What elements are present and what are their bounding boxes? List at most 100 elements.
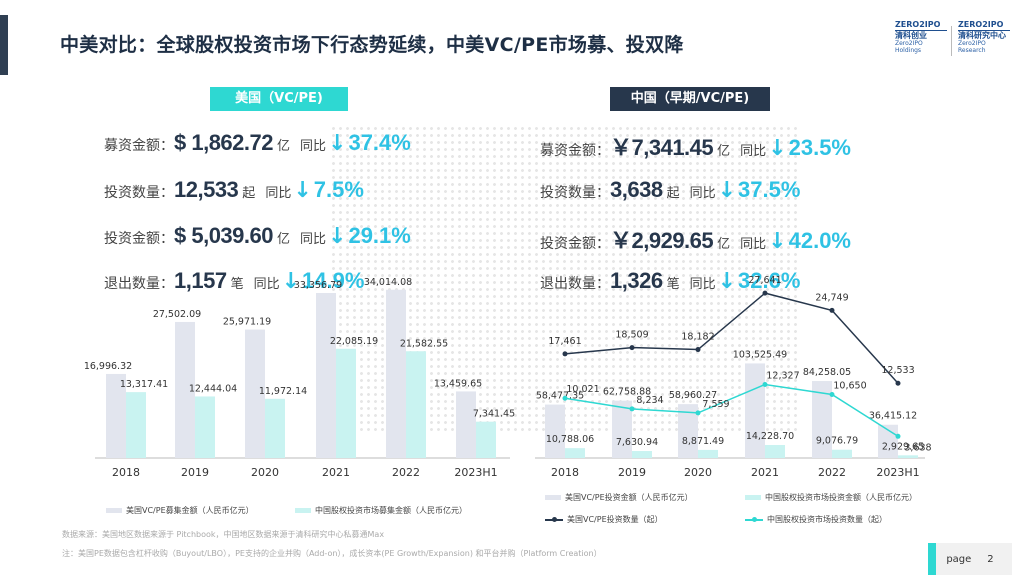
cn-kpi-unit: 亿 bbox=[717, 237, 731, 252]
chart1-data-label: 34,014.08 bbox=[364, 277, 412, 288]
chart1-bar bbox=[175, 321, 195, 458]
chart2-bar-label: 14,228.70 bbox=[746, 431, 794, 442]
chart2-line-point bbox=[562, 351, 568, 357]
chart2-line-label: 12,327 bbox=[766, 370, 799, 381]
cn-section-tag: 中国（早期/VC/PE) bbox=[610, 87, 770, 111]
chart2-bar-label: 36,415.12 bbox=[869, 411, 917, 422]
legend-cn-invest-amount: 中国股权投资市场投资金额（人民币亿元） bbox=[745, 492, 917, 503]
down-arrow-icon: ↓ bbox=[293, 178, 312, 203]
chart2-bar bbox=[612, 400, 632, 458]
cn-kpi-value: ￥7,341.45 bbox=[610, 135, 714, 160]
chart2-line-label: 18,182 bbox=[681, 332, 714, 343]
page-title: 中美对比：全球股权投资市场下行态势延续，中美VC/PE市场募、投双降 bbox=[60, 34, 684, 56]
chart2-bar-label: 8,871.49 bbox=[682, 436, 724, 447]
cn-kpi-value: 1,326 bbox=[610, 268, 663, 293]
chart2-bar bbox=[832, 449, 852, 458]
cn-kpi-row: 投资金额： ￥2,929.65 亿同比 ↓ 42.0% bbox=[540, 223, 851, 255]
chart1-data-label: 33,356.79 bbox=[294, 280, 342, 291]
chart2-line-label: 7,559 bbox=[702, 399, 729, 410]
us-kpi-yoy-label: 同比 bbox=[253, 277, 280, 292]
us-kpi-pct: 14.9% bbox=[302, 268, 365, 293]
chart1-data-label: 12,444.04 bbox=[189, 383, 237, 394]
page-label: page bbox=[946, 553, 972, 565]
remark-note: 注：美国PE数据包含杠杆收购（Buyout/LBO），PE支持的企业并购（Add… bbox=[62, 549, 602, 558]
cn-kpi-row: 投资数量： 3,638 起同比 ↓ 37.5% bbox=[540, 177, 800, 203]
cn-kpi-unit: 起 bbox=[666, 186, 680, 201]
us-kpi-value: $ 1,862.72 bbox=[174, 130, 273, 155]
chart1-data-label: 21,582.55 bbox=[400, 338, 448, 349]
chart1-data-label: 11,972.14 bbox=[259, 386, 307, 397]
chart1-x-tick: 2022 bbox=[392, 466, 420, 479]
chart2-bar bbox=[898, 455, 918, 458]
chart2-line-point bbox=[829, 307, 835, 313]
chart1-bar bbox=[245, 329, 265, 458]
us-kpi-unit: 笔 bbox=[230, 277, 244, 292]
chart2-line-point bbox=[695, 347, 701, 353]
chart1-data-label: 13,317.41 bbox=[120, 379, 168, 390]
legend-us-invest-amount: 美国VC/PE投资金额（人民币亿元） bbox=[545, 492, 693, 503]
us-kpi-pct: 7.5% bbox=[313, 177, 364, 202]
chart2-bar-label: 58,960.27 bbox=[669, 390, 717, 401]
us-kpi-unit: 亿 bbox=[276, 232, 290, 247]
chart1-bar bbox=[336, 348, 356, 458]
chart1-bar bbox=[195, 396, 215, 458]
chart1-x-tick: 2020 bbox=[251, 466, 279, 479]
chart2-bar bbox=[565, 448, 585, 458]
chart2-series-line bbox=[564, 292, 899, 384]
us-kpi-label: 投资金额： bbox=[104, 231, 174, 247]
us-kpi-row: 募资金额： $ 1,862.72 亿同比 ↓ 37.4% bbox=[104, 130, 411, 156]
data-source-note: 数据来源：美国地区数据来源于 Pitchbook，中国地区数据来源于清科研究中心… bbox=[62, 530, 385, 539]
us-kpi-value: 12,533 bbox=[174, 177, 239, 202]
chart2-bar bbox=[698, 449, 718, 458]
down-arrow-icon: ↓ bbox=[328, 224, 347, 249]
chart1-bar bbox=[106, 373, 126, 458]
page-accent bbox=[928, 543, 936, 575]
cn-kpi-yoy-label: 同比 bbox=[740, 237, 767, 252]
us-kpi-value: 1,157 bbox=[174, 268, 227, 293]
us-kpi-label: 投资数量： bbox=[104, 185, 174, 201]
cn-kpi-unit: 亿 bbox=[717, 144, 731, 159]
chart2-line-point bbox=[695, 410, 701, 416]
chart2-line-point bbox=[629, 345, 635, 351]
down-arrow-icon: ↓ bbox=[717, 269, 737, 294]
chart2-bar-label: 62,758.88 bbox=[603, 387, 651, 398]
logo-divider bbox=[951, 26, 952, 56]
down-arrow-icon: ↓ bbox=[768, 136, 787, 161]
chart2-bar-label: 84,258.05 bbox=[803, 367, 851, 378]
chart2-bar bbox=[812, 381, 832, 458]
legend-cn-invest-count: 中国股权投资市场投资数量（起） bbox=[745, 514, 887, 525]
us-kpi-row: 退出数量： 1,157 笔同比 ↓ 14.9% bbox=[104, 268, 364, 294]
chart2-bar-label: 9,076.79 bbox=[816, 436, 858, 447]
chart2-bar bbox=[678, 404, 698, 458]
cn-kpi-label: 募资金额： bbox=[540, 143, 610, 159]
cn-kpi-pct: 42.0% bbox=[788, 228, 851, 253]
chart2-line-point bbox=[762, 290, 768, 296]
chart2-line-label: 12,533 bbox=[881, 365, 914, 376]
zero2ipo-holdings-logo: ZERO2IPO 清科创业 Zero2IPO Holdings bbox=[895, 20, 947, 62]
chart2-bar-label: 2,929.65 bbox=[882, 441, 924, 452]
cn-kpi-label: 退出数量： bbox=[540, 276, 610, 292]
cn-kpi-yoy-label: 同比 bbox=[689, 277, 716, 292]
chart2-line-point bbox=[895, 433, 901, 439]
chart1-x-tick: 2019 bbox=[181, 466, 209, 479]
us-kpi-value: $ 5,039.60 bbox=[174, 223, 273, 248]
us-section-tag: 美国（VC/PE) bbox=[210, 87, 348, 111]
down-arrow-icon: ↓ bbox=[328, 131, 347, 156]
chart1-data-label: 27,502.09 bbox=[153, 309, 201, 320]
us-kpi-row: 投资数量： 12,533 起同比 ↓ 7.5% bbox=[104, 177, 364, 203]
chart2-line-point bbox=[895, 380, 901, 386]
chart2-line-label: 8,234 bbox=[636, 395, 663, 406]
chart2-line-label: 10,650 bbox=[833, 380, 866, 391]
us-kpi-pct: 29.1% bbox=[348, 223, 411, 248]
chart1-bar bbox=[476, 421, 496, 458]
chart2-line-point bbox=[562, 395, 568, 401]
chart2-x-tick: 2023H1 bbox=[876, 466, 919, 479]
cn-kpi-row: 募资金额： ￥7,341.45 亿同比 ↓ 23.5% bbox=[540, 130, 851, 162]
legend-cn-raise: 中国股权投资市场募集金额（人民币亿元） bbox=[295, 505, 467, 516]
chart1-data-label: 22,085.19 bbox=[330, 336, 378, 347]
chart1-x-tick: 2021 bbox=[322, 466, 350, 479]
cn-kpi-row: 退出数量： 1,326 笔同比 ↓ 32.6% bbox=[540, 268, 800, 294]
down-arrow-icon: ↓ bbox=[717, 178, 737, 203]
chart2-line-point bbox=[762, 381, 768, 387]
chart2-line-label: 17,461 bbox=[548, 336, 581, 347]
